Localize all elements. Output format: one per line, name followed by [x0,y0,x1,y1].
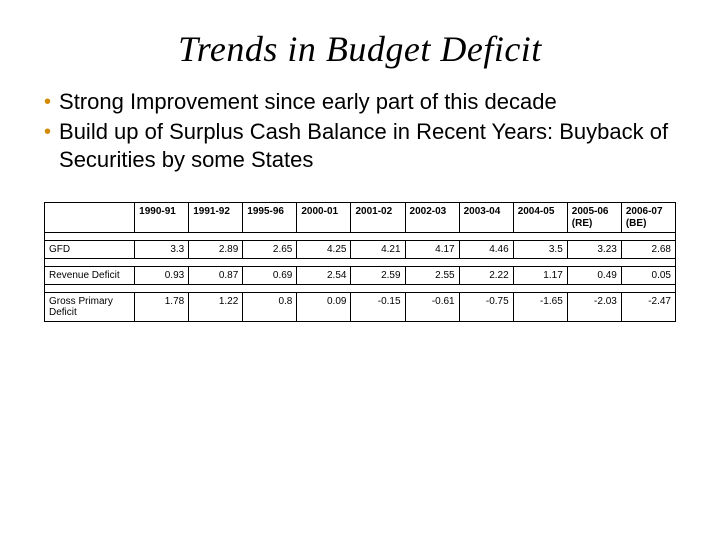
cell: -2.03 [567,293,621,322]
table-header: 1990-91 [135,203,189,233]
cell: 1.78 [135,293,189,322]
cell: 1.17 [513,267,567,285]
table-row: GFD 3.3 2.89 2.65 4.25 4.21 4.17 4.46 3.… [45,241,676,259]
cell: 4.46 [459,241,513,259]
cell: 0.05 [621,267,675,285]
cell: -0.15 [351,293,405,322]
spacer-row [45,233,676,241]
cell: 2.55 [405,267,459,285]
cell: 2.59 [351,267,405,285]
table-header: 2000-01 [297,203,351,233]
table-header: 2005-06 (RE) [567,203,621,233]
cell: 0.09 [297,293,351,322]
row-label: Gross Primary Deficit [45,293,135,322]
bullet-icon: • [44,88,51,116]
cell: 3.23 [567,241,621,259]
cell: 2.89 [189,241,243,259]
cell: 2.68 [621,241,675,259]
table-header: 2004-05 [513,203,567,233]
table-header: 2001-02 [351,203,405,233]
table-row: Revenue Deficit 0.93 0.87 0.69 2.54 2.59… [45,267,676,285]
cell: -0.61 [405,293,459,322]
cell: 4.17 [405,241,459,259]
spacer-row [45,259,676,267]
page-title: Trends in Budget Deficit [40,28,680,70]
bullet-text: Strong Improvement since early part of t… [59,88,557,116]
cell: 0.93 [135,267,189,285]
table-row: Gross Primary Deficit 1.78 1.22 0.8 0.09… [45,293,676,322]
bullet-text: Build up of Surplus Cash Balance in Rece… [59,118,676,174]
row-label: Revenue Deficit [45,267,135,285]
cell: 1.22 [189,293,243,322]
cell: -0.75 [459,293,513,322]
table-header: 1991-92 [189,203,243,233]
cell: -2.47 [621,293,675,322]
bullet-icon: • [44,118,51,146]
cell: 0.87 [189,267,243,285]
spacer-row [45,285,676,293]
table-header-row: 1990-91 1991-92 1995-96 2000-01 2001-02 … [45,203,676,233]
cell: 0.69 [243,267,297,285]
cell: 0.49 [567,267,621,285]
table-header: 2006-07 (BE) [621,203,675,233]
cell: 2.22 [459,267,513,285]
bullet-list: • Strong Improvement since early part of… [40,88,680,174]
cell: 3.5 [513,241,567,259]
cell: 2.54 [297,267,351,285]
cell: 3.3 [135,241,189,259]
table-header: 2002-03 [405,203,459,233]
list-item: • Strong Improvement since early part of… [44,88,676,116]
table-header: 1995-96 [243,203,297,233]
cell: 4.25 [297,241,351,259]
table-header: 2003-04 [459,203,513,233]
cell: -1.65 [513,293,567,322]
cell: 4.21 [351,241,405,259]
deficit-table: 1990-91 1991-92 1995-96 2000-01 2001-02 … [44,202,676,322]
cell: 0.8 [243,293,297,322]
row-label: GFD [45,241,135,259]
table-header [45,203,135,233]
list-item: • Build up of Surplus Cash Balance in Re… [44,118,676,174]
cell: 2.65 [243,241,297,259]
